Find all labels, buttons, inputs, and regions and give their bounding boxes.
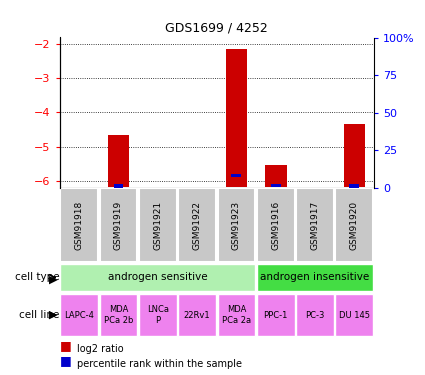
Bar bbox=[99, 188, 137, 262]
Text: GSM91920: GSM91920 bbox=[350, 200, 359, 250]
Text: 22Rv1: 22Rv1 bbox=[184, 310, 210, 320]
Text: PPC-1: PPC-1 bbox=[264, 310, 288, 320]
Bar bbox=[265, 165, 286, 188]
Bar bbox=[349, 184, 359, 188]
Bar bbox=[60, 264, 255, 291]
Text: ■: ■ bbox=[60, 354, 71, 367]
Text: GSM91917: GSM91917 bbox=[311, 200, 320, 250]
Text: GSM91919: GSM91919 bbox=[114, 200, 123, 250]
Bar bbox=[99, 294, 137, 336]
Bar bbox=[226, 50, 247, 188]
Text: androgen sensitive: androgen sensitive bbox=[108, 273, 207, 282]
Text: androgen insensitive: androgen insensitive bbox=[261, 273, 370, 282]
Text: LNCa
P: LNCa P bbox=[147, 305, 169, 325]
Text: GSM91921: GSM91921 bbox=[153, 200, 162, 250]
Text: LAPC-4: LAPC-4 bbox=[64, 310, 94, 320]
Text: MDA
PCa 2b: MDA PCa 2b bbox=[104, 305, 133, 325]
Bar bbox=[218, 188, 255, 262]
Bar bbox=[296, 294, 334, 336]
Bar bbox=[218, 294, 255, 336]
Text: GSM91916: GSM91916 bbox=[271, 200, 280, 250]
Bar bbox=[335, 294, 373, 336]
Text: cell line: cell line bbox=[19, 310, 60, 320]
Text: ▶: ▶ bbox=[49, 274, 57, 284]
Bar bbox=[60, 294, 98, 336]
Bar bbox=[271, 183, 281, 187]
Bar bbox=[232, 174, 241, 177]
Title: GDS1699 / 4252: GDS1699 / 4252 bbox=[165, 22, 268, 35]
Text: log2 ratio: log2 ratio bbox=[76, 345, 123, 354]
Bar bbox=[178, 188, 216, 262]
Text: cell type: cell type bbox=[15, 273, 60, 282]
Text: PC-3: PC-3 bbox=[305, 310, 325, 320]
Bar bbox=[139, 294, 177, 336]
Bar bbox=[60, 188, 98, 262]
Bar bbox=[113, 184, 123, 188]
Bar bbox=[139, 188, 177, 262]
Text: ▶: ▶ bbox=[49, 310, 57, 320]
Text: GSM91923: GSM91923 bbox=[232, 200, 241, 250]
Bar bbox=[296, 188, 334, 262]
Bar bbox=[257, 294, 295, 336]
Bar bbox=[257, 264, 373, 291]
Text: ■: ■ bbox=[60, 339, 71, 352]
Bar bbox=[178, 294, 216, 336]
Bar bbox=[108, 135, 129, 188]
Bar bbox=[335, 188, 373, 262]
Bar bbox=[343, 124, 365, 188]
Text: MDA
PCa 2a: MDA PCa 2a bbox=[222, 305, 251, 325]
Text: GSM91922: GSM91922 bbox=[193, 201, 201, 249]
Text: DU 145: DU 145 bbox=[339, 310, 370, 320]
Bar bbox=[257, 188, 295, 262]
Text: GSM91918: GSM91918 bbox=[75, 200, 84, 250]
Text: percentile rank within the sample: percentile rank within the sample bbox=[76, 359, 241, 369]
